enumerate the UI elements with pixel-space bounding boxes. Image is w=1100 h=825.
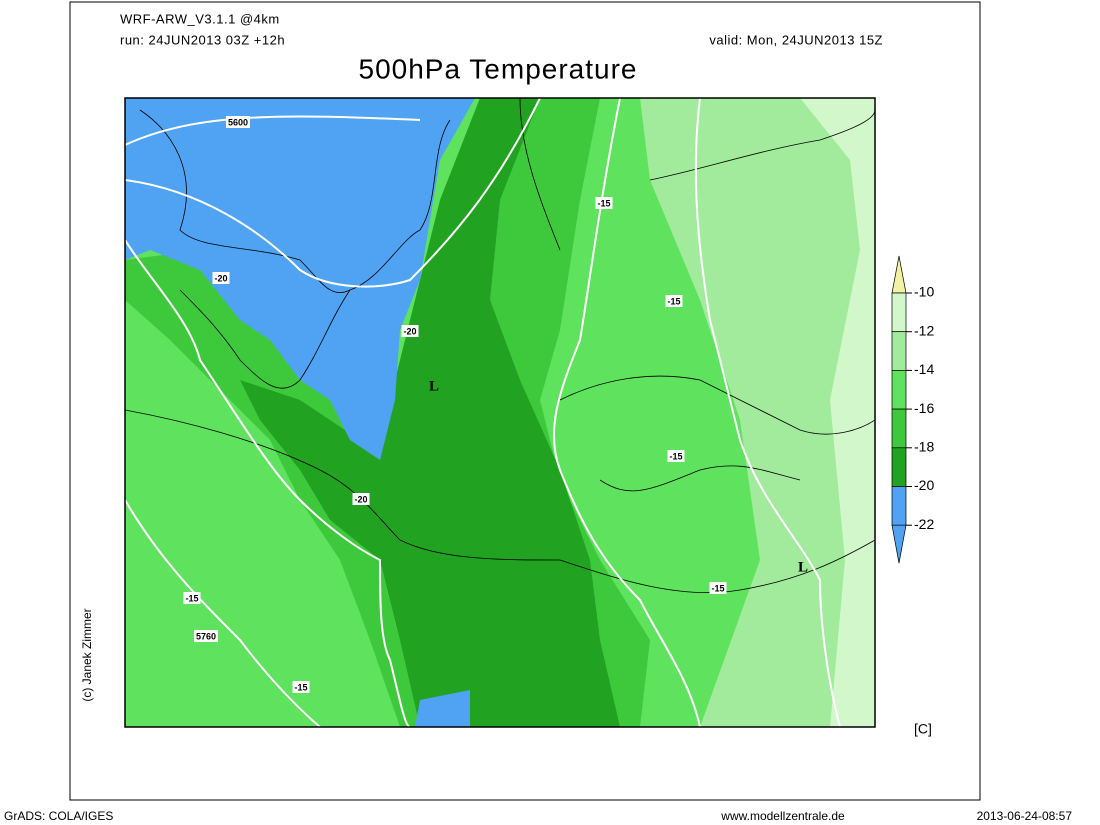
model-label: WRF-ARW_V3.1.1 @4km — [120, 11, 280, 26]
contour-label-box — [352, 493, 370, 505]
colorbar-label: -12 — [914, 322, 934, 338]
title: 500hPa Temperature — [359, 53, 638, 84]
contour-label: -20 — [354, 494, 367, 504]
contour-label: -15 — [667, 296, 680, 306]
contour-label: -15 — [711, 583, 724, 593]
map-frame — [124, 97, 876, 728]
field-cold-south — [415, 690, 470, 727]
colorbar-segment — [891, 486, 907, 526]
colorbar: -10 -12 -14 -16 -18 -20 -22 — [891, 255, 934, 564]
field-light — [640, 98, 875, 727]
contour-label: -20 — [214, 273, 227, 283]
footer-center: www.modellzentrale.de — [720, 809, 845, 823]
colorbar-label: -20 — [914, 477, 934, 493]
contour-label-box — [292, 681, 310, 693]
contour-label-box — [193, 630, 219, 642]
contour-label: -15 — [669, 451, 682, 461]
contour-label-box — [183, 592, 201, 604]
contours — [125, 98, 841, 727]
run-label: run: 24JUN2013 03Z +12h — [120, 32, 285, 47]
contour-label-box — [212, 272, 230, 284]
colorbar-segment — [891, 408, 907, 449]
valid-label: valid: Mon, 24JUN2013 15Z — [709, 32, 883, 47]
credit: (c) Janek Zimmer — [80, 608, 94, 701]
colorbar-segment — [891, 331, 907, 371]
field-dark — [240, 98, 620, 727]
contour-label: 5760 — [196, 631, 216, 641]
contour-labels: 5600 -15 -20 -20 -15 L -15 -20 L -15 -15 5760 -15 — [183, 116, 808, 693]
map — [125, 98, 875, 727]
colorbar-cap-bottom — [891, 524, 907, 564]
colorbar-label: -10 — [914, 284, 934, 300]
footer-left: GrADS: COLA/IGES — [4, 809, 113, 823]
contour-label-box — [665, 295, 683, 307]
contour-label: -15 — [294, 682, 307, 692]
contour-label: 5600 — [228, 117, 248, 127]
contour-label-box — [595, 197, 613, 209]
colorbar-label: -22 — [914, 516, 934, 532]
contour-label-box — [709, 582, 727, 594]
contour-label: -15 — [185, 593, 198, 603]
contour-label-box — [401, 325, 419, 337]
contour-label-box — [225, 116, 251, 128]
colorbar-segment — [891, 292, 907, 333]
colorbar-label: -14 — [914, 361, 934, 377]
colorbar-label: -16 — [914, 400, 934, 416]
contour-label: -15 — [597, 198, 610, 208]
field-lightest — [800, 98, 875, 727]
contour-label-box — [667, 450, 685, 462]
field-cold — [125, 98, 475, 460]
contour-label: -20 — [403, 326, 416, 336]
unit-label: [C] — [914, 721, 932, 737]
low-marker: L — [429, 378, 439, 394]
low-marker: L — [798, 559, 808, 575]
colorbar-segment — [891, 447, 907, 487]
colorbar-label: -18 — [914, 439, 934, 455]
footer-right: 2013-06-24-08:57 — [977, 809, 1073, 823]
colorbar-segment — [891, 370, 907, 410]
